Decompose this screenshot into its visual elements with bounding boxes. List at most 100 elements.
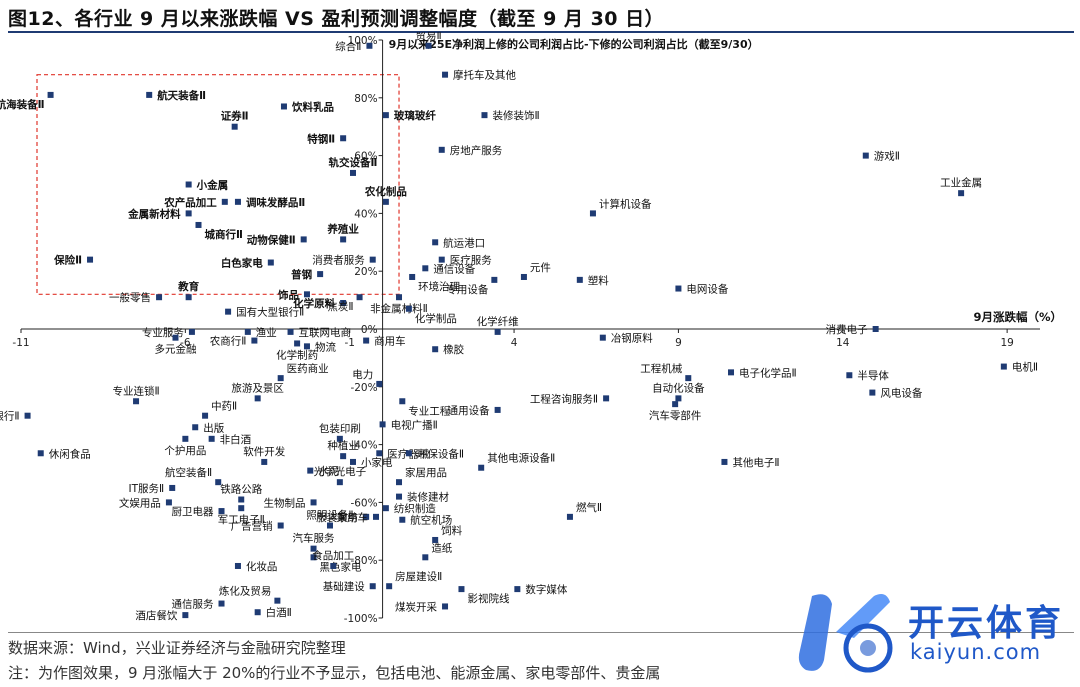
data-point — [438, 256, 445, 263]
point-label: 互联网电商 — [299, 326, 352, 339]
point-label: 综合Ⅱ — [335, 40, 361, 53]
point-label: 乘用车 — [337, 511, 369, 524]
data-point — [432, 239, 439, 246]
point-label: 白酒Ⅱ — [266, 606, 292, 619]
point-label: 基础建设 — [323, 580, 365, 593]
point-label: 动物保健Ⅱ — [247, 233, 296, 246]
data-point — [310, 499, 317, 506]
point-label: 轨交设备Ⅱ — [329, 156, 378, 169]
point-label: 环保设备Ⅱ — [417, 447, 464, 460]
point-label: 特钢Ⅱ — [307, 132, 335, 145]
data-point — [244, 328, 251, 335]
point-label: 煤炭开采 — [395, 600, 437, 613]
x-tick-label: -6 — [180, 337, 191, 349]
point-label: 游戏Ⅱ — [874, 150, 900, 163]
data-point — [349, 458, 356, 465]
data-point — [566, 513, 573, 520]
data-point — [182, 435, 189, 442]
data-point — [396, 294, 403, 301]
point-label: 电力 — [352, 368, 373, 381]
data-point — [399, 516, 406, 523]
data-point — [599, 334, 606, 341]
point-label: 化学纤维 — [477, 315, 519, 328]
data-point — [303, 291, 310, 298]
point-label: 黑色家电 — [320, 560, 362, 573]
point-label: 文娱用品 — [119, 496, 161, 509]
data-point — [336, 435, 343, 442]
y-tick-label: 60% — [354, 151, 377, 163]
data-point — [438, 146, 445, 153]
point-label: 铁路公路 — [220, 483, 262, 496]
data-point — [382, 198, 389, 205]
data-point — [340, 236, 347, 243]
point-label: 农化制品 — [364, 185, 407, 198]
data-point — [146, 91, 153, 98]
data-point — [254, 395, 261, 402]
point-label: 纺织制造 — [394, 502, 436, 515]
point-label: 燃气Ⅱ — [576, 501, 602, 514]
point-label: 汽车零部件 — [649, 409, 702, 422]
point-label: 工程咨询服务Ⅱ — [530, 392, 598, 405]
data-point — [369, 583, 376, 590]
point-label: 旅游及景区 — [231, 381, 284, 394]
point-label: 金属新材料 — [127, 207, 181, 220]
data-point — [405, 450, 412, 457]
point-label: 玻璃玻纤 — [394, 109, 436, 122]
data-point — [310, 545, 317, 552]
point-label: 农商行Ⅱ — [210, 335, 247, 348]
point-label: 冶钢原料 — [611, 332, 653, 345]
x-tick-label: -1 — [344, 337, 354, 349]
y-tick-label: -100% — [344, 613, 378, 625]
x-tick-label: 9 — [675, 337, 682, 349]
point-label: 专业工程 — [408, 404, 450, 417]
footer-divider — [8, 632, 1074, 633]
data-point — [254, 609, 261, 616]
point-label: 白色家电 — [221, 257, 263, 270]
point-label: 电子化学品Ⅱ — [739, 366, 797, 379]
chart-title: 9月以来25E净利润上修的公司利润占比-下修的公司利润占比（截至9/30） — [389, 37, 759, 51]
data-point — [277, 522, 284, 529]
point-label: 装修装饰Ⅱ — [492, 109, 539, 122]
data-point — [336, 479, 343, 486]
data-point — [405, 305, 412, 312]
data-point — [326, 522, 333, 529]
point-label: 化学原料 — [293, 297, 335, 310]
point-label: 自动化设备 — [652, 381, 705, 394]
data-point — [182, 612, 189, 619]
data-point — [169, 484, 176, 491]
data-point — [349, 169, 356, 176]
data-point — [330, 562, 337, 569]
data-point — [382, 505, 389, 512]
point-label: 医药商业 — [287, 362, 329, 375]
point-label: 通用设备 — [448, 404, 490, 417]
point-label: 小家电 — [361, 456, 393, 469]
point-label: 普钢 — [291, 268, 312, 281]
point-label: 贸易Ⅱ — [416, 32, 442, 42]
data-point — [133, 398, 140, 405]
data-point — [685, 375, 692, 382]
data-point — [234, 562, 241, 569]
point-label: 化学制药 — [276, 348, 318, 361]
figure-title: 图12、各行业 9 月以来涨跌幅 VS 盈利预测调整幅度（截至 9 月 30 日… — [8, 8, 665, 30]
data-point — [225, 308, 232, 315]
data-point — [363, 337, 370, 344]
point-label: 电网设备 — [686, 283, 728, 296]
point-label: 光学光电子 — [314, 465, 367, 478]
data-point — [396, 479, 403, 486]
point-label: 个护用品 — [164, 444, 206, 457]
point-label: 生物制品 — [264, 496, 306, 509]
data-point — [317, 271, 324, 278]
data-point — [221, 198, 228, 205]
point-label: 元件 — [530, 262, 551, 274]
data-point — [399, 398, 406, 405]
data-point — [409, 273, 416, 280]
point-label: 食品加工 — [312, 549, 354, 562]
data-point — [376, 380, 383, 387]
data-point — [208, 435, 215, 442]
point-label: 休闲食品 — [49, 447, 91, 460]
data-point — [386, 583, 393, 590]
point-label: 商用车 — [374, 335, 406, 348]
data-point — [672, 401, 679, 408]
data-point — [340, 135, 347, 142]
point-label: 厨卫电器 — [172, 505, 214, 518]
